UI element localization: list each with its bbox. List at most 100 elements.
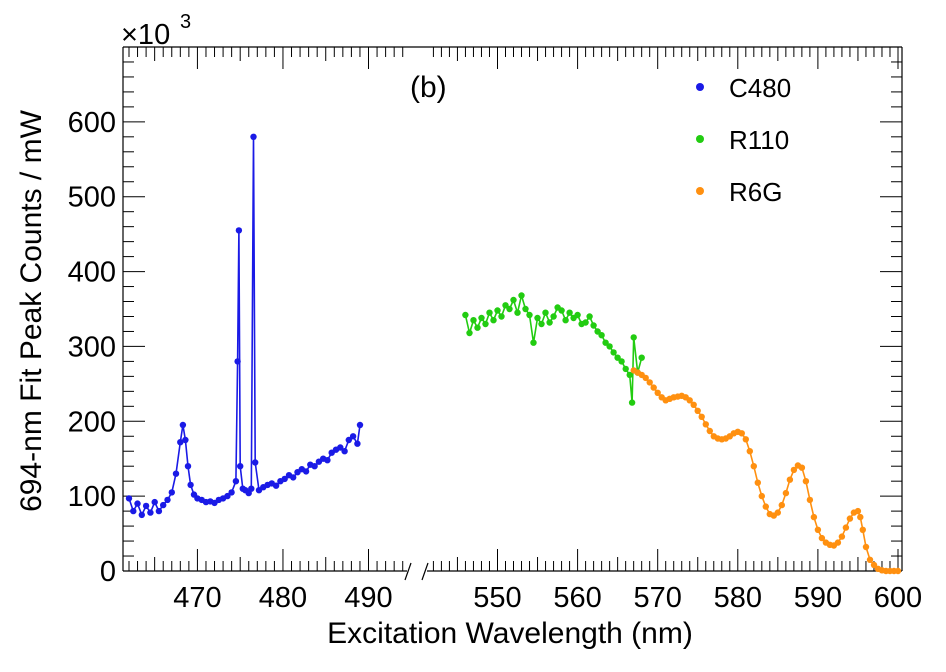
data-point <box>534 314 541 322</box>
data-point <box>702 421 709 428</box>
series-r6g <box>630 367 902 575</box>
x-axis-title: Excitation Wavelength (nm) <box>327 617 693 650</box>
legend-marker <box>696 135 704 143</box>
data-point <box>138 511 145 519</box>
data-point <box>859 526 866 533</box>
data-point <box>782 489 790 497</box>
data-point <box>250 133 257 140</box>
data-point <box>646 379 653 386</box>
data-point <box>248 485 255 492</box>
x-tick-label: 470 <box>173 582 221 614</box>
data-point <box>172 470 180 477</box>
data-point <box>582 319 589 326</box>
data-point <box>494 307 501 314</box>
data-point <box>341 448 348 455</box>
y-tick-label: 600 <box>68 107 116 139</box>
axis-break-mark-2 <box>421 562 429 581</box>
data-point <box>746 448 753 455</box>
data-point <box>324 457 331 464</box>
data-point <box>838 533 846 540</box>
data-point <box>742 436 749 443</box>
data-point <box>311 463 318 470</box>
data-point <box>802 478 810 485</box>
data-point <box>778 501 785 509</box>
data-point <box>818 534 826 542</box>
data-point <box>518 292 525 299</box>
x-tick-label: 490 <box>344 582 392 614</box>
series-r110 <box>462 292 645 406</box>
data-point <box>606 343 613 350</box>
data-point <box>482 320 489 328</box>
data-point <box>834 539 842 546</box>
data-point <box>134 500 141 507</box>
data-point <box>854 507 862 515</box>
data-point <box>530 339 537 346</box>
axis-break-mark-1 <box>404 562 412 581</box>
data-point <box>798 464 806 471</box>
y-tick-label: 100 <box>68 481 116 513</box>
data-point <box>628 399 636 406</box>
data-point <box>151 498 158 506</box>
data-point <box>522 305 529 313</box>
data-point <box>182 436 189 444</box>
data-point <box>618 358 625 365</box>
data-point <box>686 397 693 404</box>
data-point <box>590 322 597 329</box>
data-point <box>862 543 870 551</box>
data-point <box>574 311 581 319</box>
data-point <box>814 526 822 533</box>
data-point <box>806 496 814 504</box>
x-tick-label: 600 <box>874 582 922 614</box>
y-tick-label: 400 <box>68 257 116 289</box>
data-point <box>281 475 288 483</box>
x-tick-label: 580 <box>714 582 762 614</box>
data-point <box>498 313 505 320</box>
data-point <box>870 561 878 569</box>
data-point <box>235 227 243 234</box>
data-point <box>857 513 864 521</box>
data-point <box>786 476 794 483</box>
data-point <box>790 466 798 474</box>
data-point <box>168 489 175 496</box>
data-point <box>698 413 705 420</box>
data-point <box>762 503 769 510</box>
data-point <box>642 374 649 382</box>
series-line <box>464 292 643 403</box>
data-point <box>232 478 240 485</box>
data-point <box>164 496 171 504</box>
data-point <box>474 324 481 331</box>
data-point <box>774 509 781 516</box>
data-point <box>177 439 184 446</box>
data-point <box>490 317 497 324</box>
data-point <box>706 427 713 435</box>
data-point <box>626 371 633 379</box>
data-point <box>550 313 557 320</box>
data-point <box>510 296 517 304</box>
data-point <box>538 320 545 328</box>
data-point <box>179 421 187 429</box>
data-point <box>694 407 701 414</box>
legend-marker <box>696 187 704 195</box>
data-point <box>738 430 745 437</box>
x-tick-label: 590 <box>794 582 842 614</box>
data-point <box>610 349 617 356</box>
data-point <box>234 358 241 365</box>
x-axis: 470 480 490 550 560 570 580 590 600 <box>128 47 922 614</box>
legend-label: R110 <box>729 125 789 155</box>
data-point <box>142 502 150 510</box>
data-point <box>337 444 344 451</box>
y-multiplier: ×10 3 <box>121 11 191 51</box>
data-point <box>147 509 154 516</box>
y-tick-label: 200 <box>68 406 116 438</box>
data-point <box>894 567 902 575</box>
data-point <box>598 332 605 339</box>
data-point <box>526 311 533 319</box>
x-tick-label: 560 <box>553 582 601 614</box>
data-point <box>160 501 167 509</box>
data-point <box>654 389 661 396</box>
x-tick-label: 480 <box>259 582 307 614</box>
x-tick-label: 550 <box>473 582 521 614</box>
data-point <box>810 513 818 521</box>
data-point <box>562 317 569 324</box>
